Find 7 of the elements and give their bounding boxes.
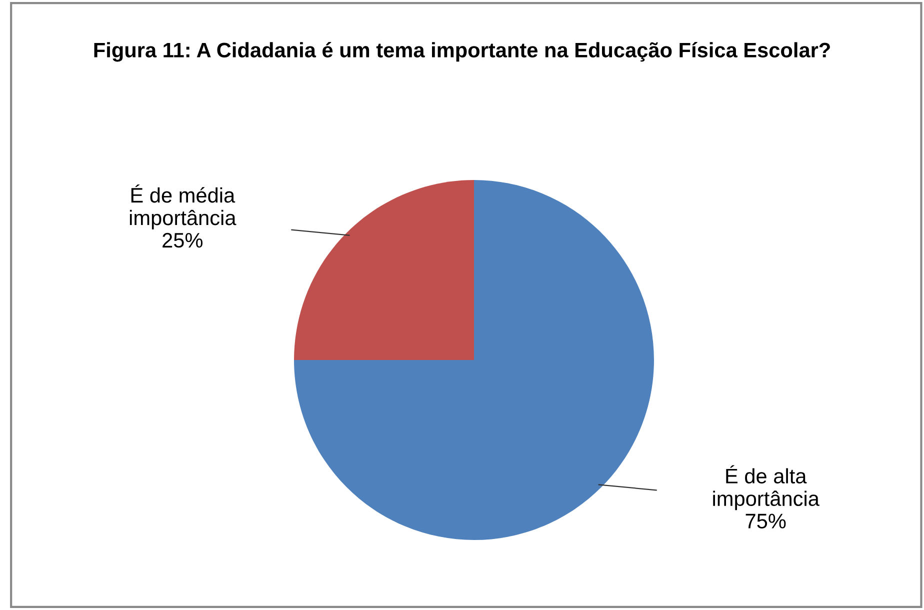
chart-title: Figura 11: A Cidadania é um tema importante na Educação Física Escolar? [94,42,830,62]
data-label: 75% [746,514,786,528]
slice-label: É de alta importância [713,465,820,510]
pie-slice [294,180,474,360]
slice-label: É de média importância [130,184,236,230]
data-label: 25% [162,232,203,248]
pie-slice [294,180,654,540]
